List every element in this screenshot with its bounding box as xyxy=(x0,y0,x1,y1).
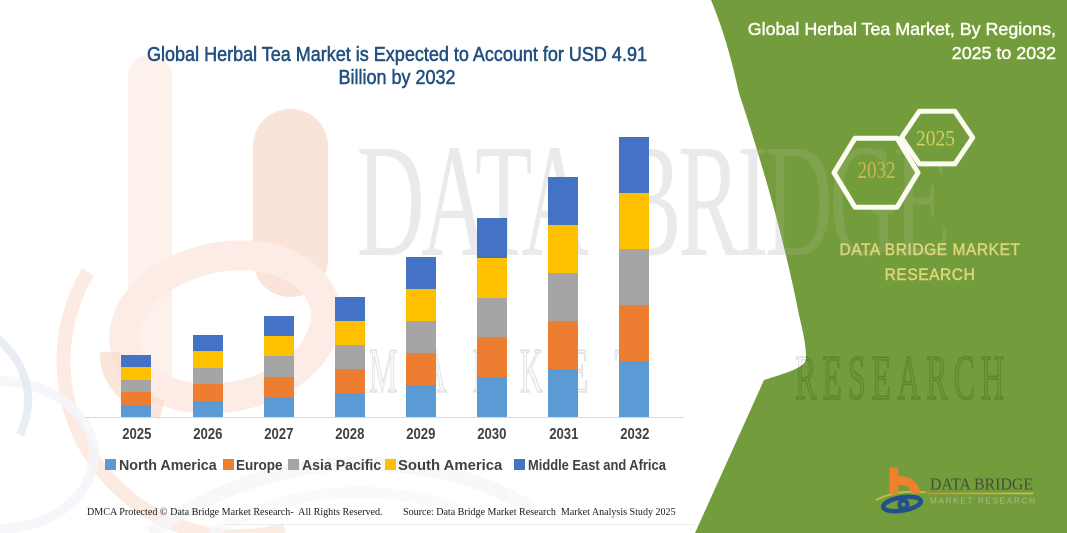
svg-text:MARKET: MARKET xyxy=(369,335,660,406)
svg-text:2032: 2032 xyxy=(858,158,896,184)
svg-text:RESEARCH: RESEARCH xyxy=(795,342,1010,413)
svg-text:DATA: DATA xyxy=(357,111,589,291)
svg-text:MARKET RESEARCH: MARKET RESEARCH xyxy=(930,497,1035,506)
svg-text:DATA BRIDGE: DATA BRIDGE xyxy=(930,475,1033,494)
svg-text:2025: 2025 xyxy=(916,126,955,151)
